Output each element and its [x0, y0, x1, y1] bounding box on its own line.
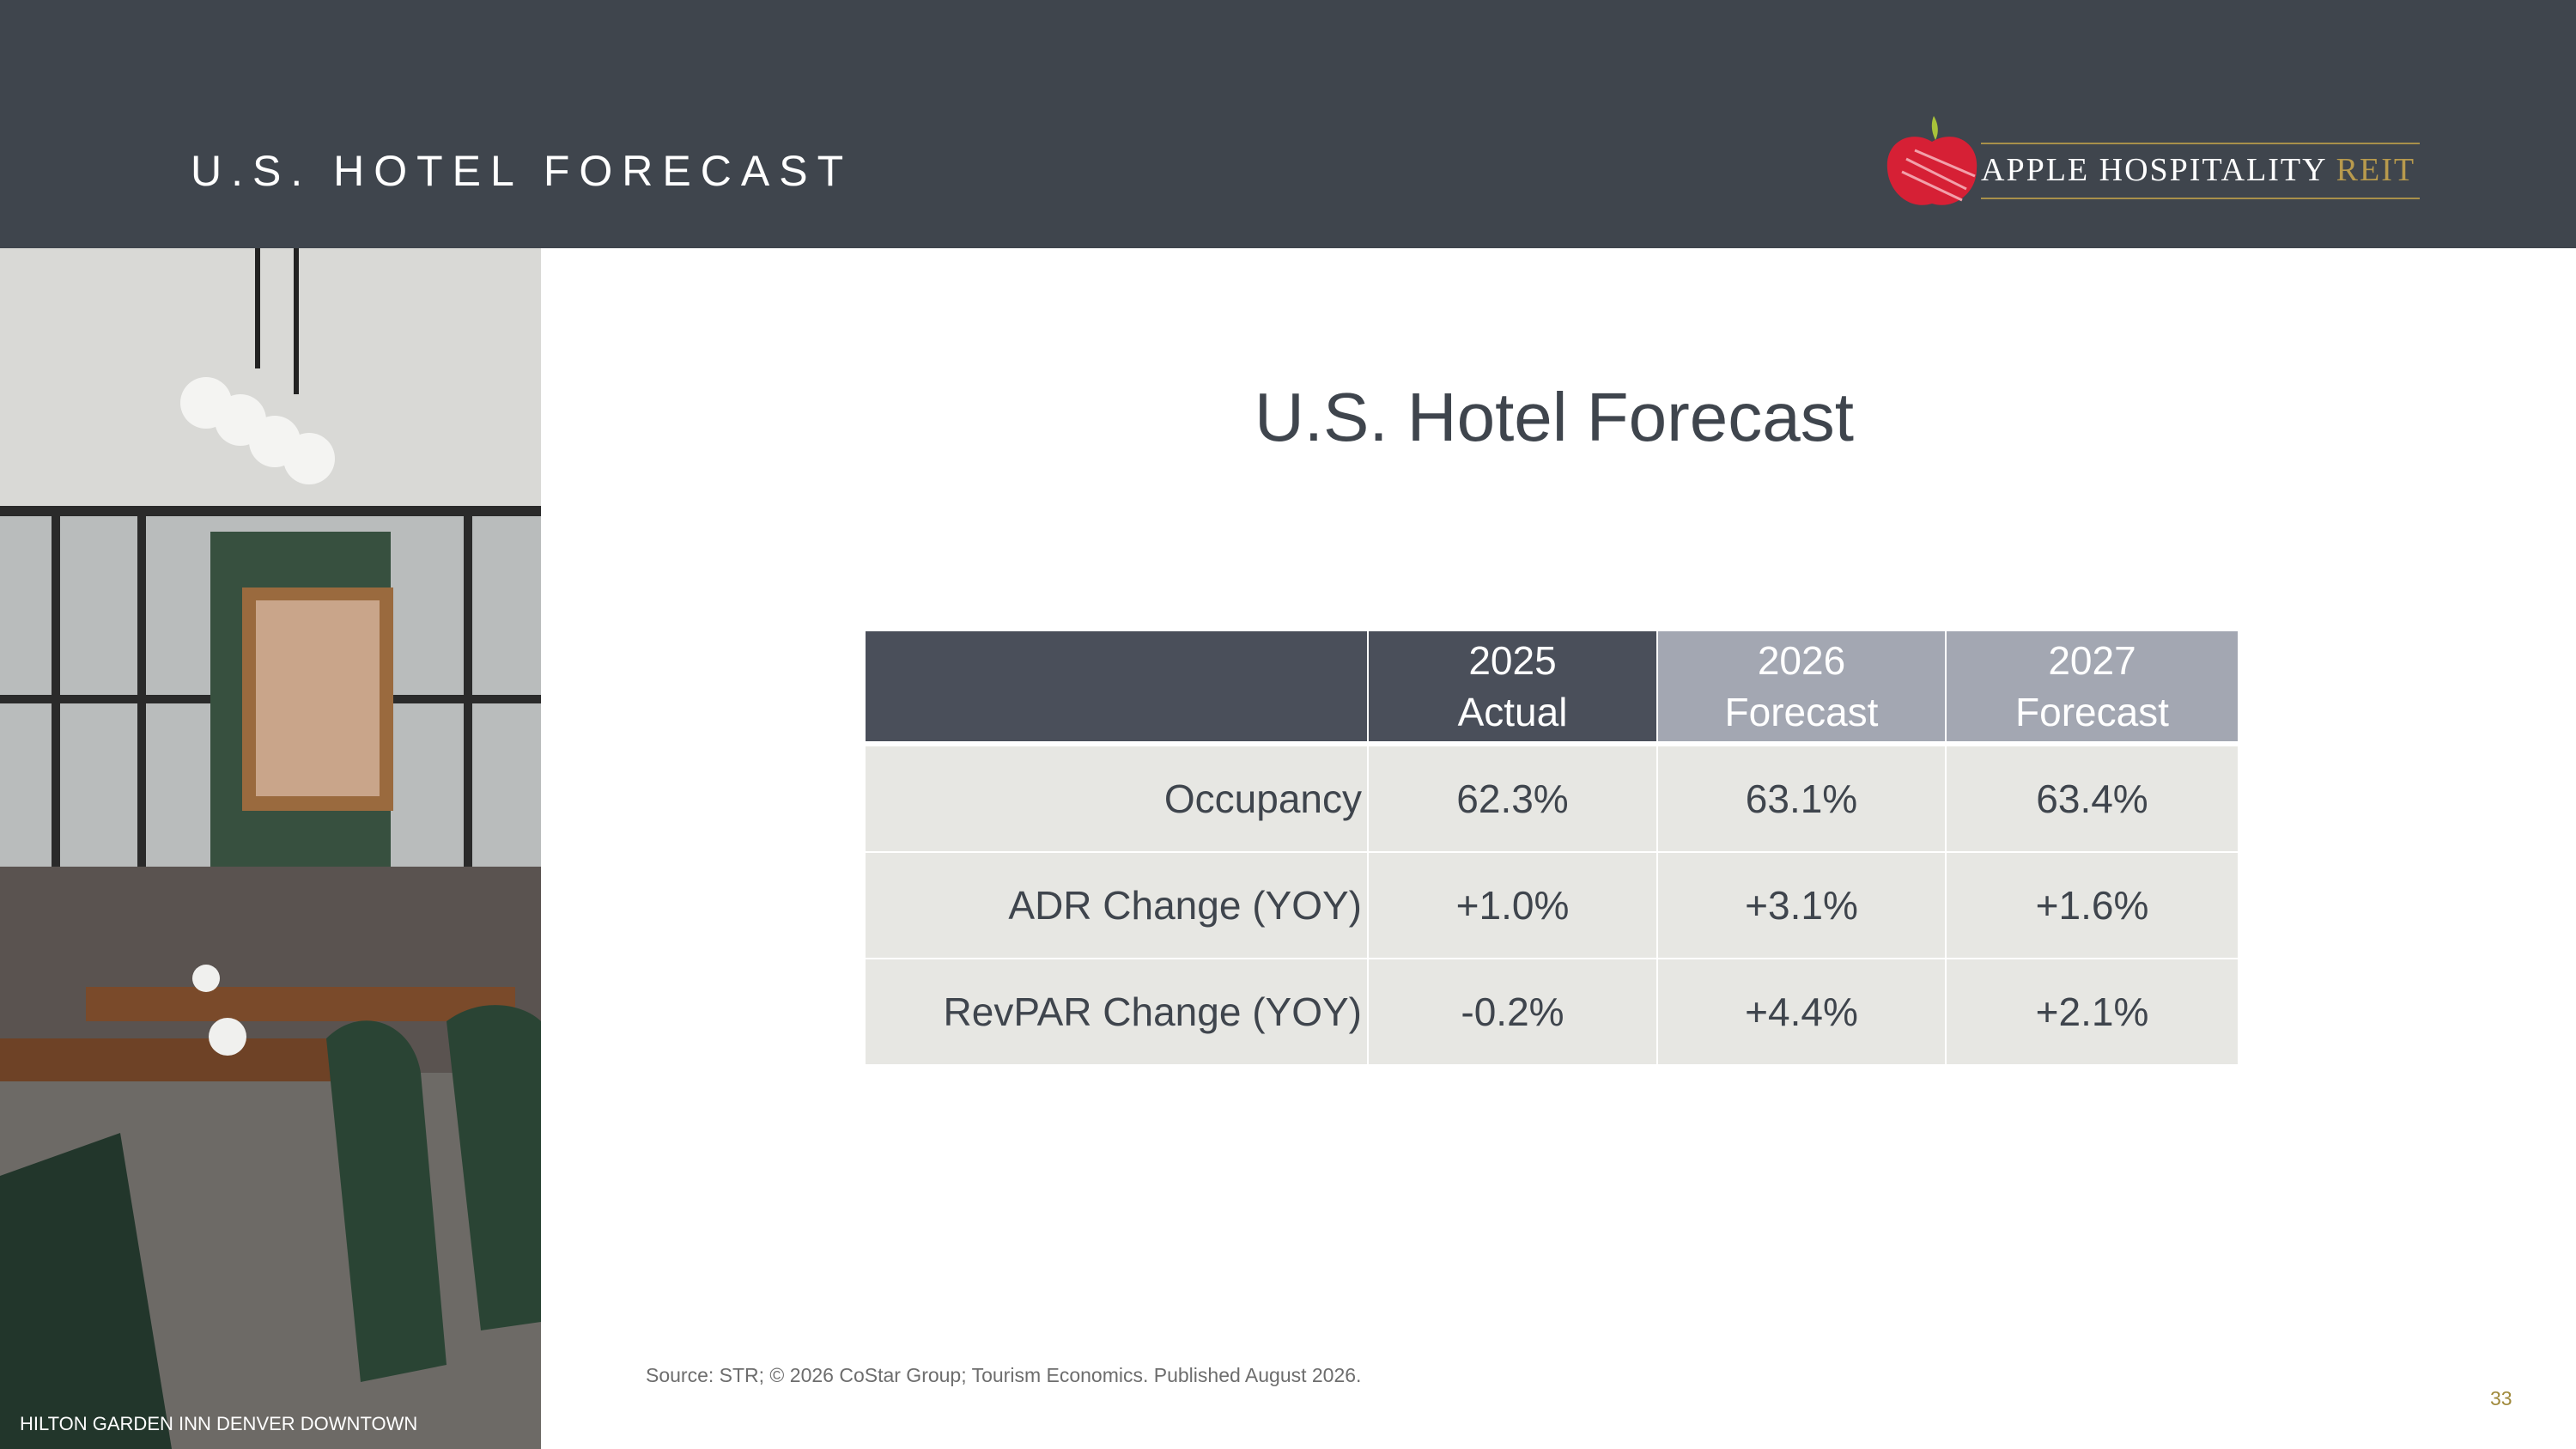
photo — [0, 248, 541, 1449]
source-note: Source: STR; © 2026 CoStar Group; Touris… — [646, 1364, 1362, 1386]
slide-title: U.S. Hotel Forecast — [1254, 379, 1854, 455]
header-label: Forecast — [2015, 690, 2169, 734]
logo-suffix: REIT — [2336, 152, 2416, 188]
page-number: 33 — [2490, 1387, 2512, 1409]
header-cell: 2026 Forecast — [1658, 631, 1945, 741]
table-cell: 63.1% — [1658, 746, 1945, 851]
logo-name: APPLE HOSPITALITY — [1981, 152, 2327, 188]
header-title: U.S. HOTEL FORECAST — [191, 147, 854, 195]
header-cell: 2027 Forecast — [1947, 631, 2238, 741]
header-cell — [866, 631, 1367, 741]
table-cell: +1.0% — [1369, 853, 1656, 958]
row-label: Occupancy — [866, 746, 1367, 851]
table-cell: +3.1% — [1658, 853, 1945, 958]
logo-rule — [1981, 198, 2420, 199]
header-bar — [0, 0, 2576, 248]
logo-text: APPLE HOSPITALITY REIT — [1981, 151, 2415, 189]
header-label: Forecast — [1724, 690, 1879, 734]
row-label: RevPAR Change (YOY) — [866, 959, 1367, 1064]
logo-icon — [1886, 116, 1978, 205]
header-label: Actual — [1457, 690, 1568, 734]
header-year: 2025 — [1468, 638, 1557, 683]
table-cell: 62.3% — [1369, 746, 1656, 851]
table-cell: +2.1% — [1947, 959, 2238, 1064]
photo-caption: HILTON GARDEN INN DENVER DOWNTOWN — [20, 1413, 418, 1434]
row-label: ADR Change (YOY) — [866, 853, 1367, 958]
header-year: 2026 — [1757, 638, 1846, 683]
table-cell: -0.2% — [1369, 959, 1656, 1064]
logo-rule — [1981, 143, 2420, 144]
table-cell: +4.4% — [1658, 959, 1945, 1064]
table-cell: +1.6% — [1947, 853, 2238, 958]
header-cell: 2025 Actual — [1369, 631, 1656, 741]
header-year: 2027 — [2048, 638, 2136, 683]
table-cell: 63.4% — [1947, 746, 2238, 851]
